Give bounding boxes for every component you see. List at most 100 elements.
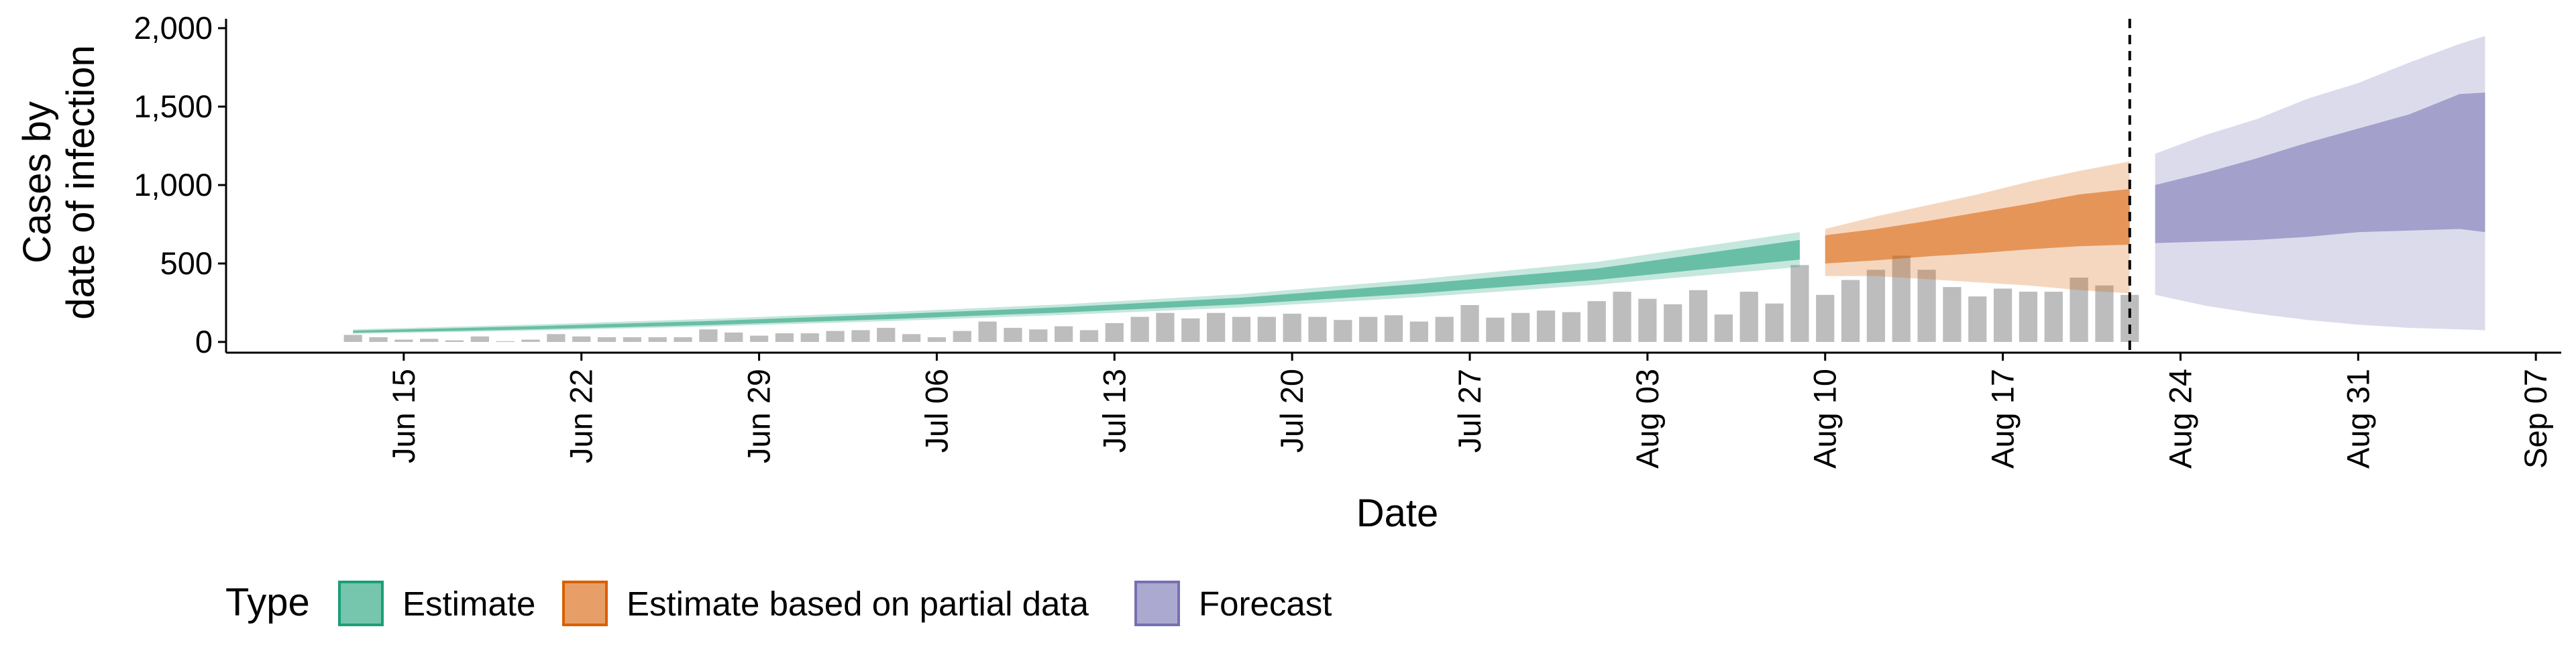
reported-cases-bar <box>1283 313 1301 342</box>
reported-cases-bar <box>1384 315 1403 342</box>
series-1-inner-band <box>1825 188 2130 263</box>
reported-cases-bar <box>572 336 591 342</box>
reported-cases-bar <box>1536 310 1556 342</box>
x-tick-label: Aug 17 <box>1985 369 2021 469</box>
reported-cases-bar <box>2121 294 2139 342</box>
reported-cases-bar <box>877 327 896 342</box>
y-axis-title-line-1: Cases by <box>15 101 59 263</box>
reported-cases-bar <box>826 331 845 342</box>
reported-cases-bar <box>1029 329 1048 342</box>
y-tick-label: 500 <box>160 245 213 281</box>
y-tick-label: 0 <box>195 324 213 359</box>
reported-cases-bar <box>1587 301 1606 342</box>
legend-swatch <box>1134 581 1180 626</box>
reported-cases-bar <box>1435 316 1454 342</box>
reported-cases-bar <box>2070 278 2088 342</box>
reported-cases-bar <box>1207 312 1226 342</box>
reported-cases-bar <box>1181 318 1200 342</box>
x-tick-label: Jun 15 <box>386 369 421 463</box>
reported-cases-bar <box>648 337 667 342</box>
reported-cases-bar <box>1105 322 1124 342</box>
x-axis-ticks: Jun 15 Jun 22 Jun 29 Jul 06 Jul 13 Jul 20 Jul … <box>386 353 2553 469</box>
reported-cases-bar <box>1308 316 1327 342</box>
reported-cases-bar <box>394 339 413 342</box>
y-tick-label: 1,500 <box>133 89 213 124</box>
series-2-inner-band <box>2155 92 2485 243</box>
reported-cases-bar <box>1688 290 1708 342</box>
reported-cases-bar <box>775 333 794 342</box>
reported-cases-bar <box>1613 292 1631 342</box>
x-tick-label: Jul 13 <box>1096 369 1132 453</box>
y-axis-ticks: 0 500 1,000 1,500 2,000 <box>133 10 226 359</box>
x-tick-label: Jun 29 <box>741 369 777 463</box>
reported-cases-bar <box>902 334 921 342</box>
reported-cases-bar <box>1993 288 2012 342</box>
reported-cases-bar <box>724 332 743 342</box>
x-tick-label: Jun 22 <box>564 369 599 463</box>
reported-cases-bar <box>343 335 362 342</box>
reported-cases-bar <box>1334 320 1352 342</box>
reported-cases-bar <box>1638 298 1657 342</box>
reported-cases-bar <box>1562 312 1580 342</box>
reported-cases-bar <box>1714 314 1733 342</box>
reported-cases-bar <box>1765 303 1784 342</box>
legend-label: Estimate based on partial data <box>627 585 1089 623</box>
legend-item: Estimate based on partial data <box>562 581 1089 626</box>
y-tick-label: 1,000 <box>133 167 213 202</box>
reported-cases-bar <box>597 337 616 342</box>
reported-cases-bar <box>2044 292 2063 342</box>
reported-cases-bar <box>1739 292 1758 342</box>
reported-cases-bar <box>1486 317 1505 342</box>
reported-cases-bar <box>851 330 870 342</box>
legend-swatch <box>338 581 384 626</box>
reported-cases-bar <box>1917 270 1936 342</box>
legend-label: Forecast <box>1199 585 1332 623</box>
x-tick-label: Aug 31 <box>2340 369 2375 469</box>
x-tick-label: Aug 03 <box>1629 369 1665 469</box>
x-axis-title: Date <box>1356 491 1439 535</box>
axes: 0 500 1,000 1,500 2,000 Jun 15 Jun 22 Jun 29 Ju… <box>133 10 2561 469</box>
y-tick-label: 2,000 <box>133 10 213 46</box>
legend-items: Estimate Estimate based on partial data Fo… <box>338 581 1332 626</box>
reported-cases-bar <box>927 337 947 342</box>
reported-cases-bar <box>445 340 464 342</box>
reported-cases-bar <box>623 337 642 342</box>
reported-cases-bar <box>1664 304 1682 342</box>
reported-cases-bar <box>1130 316 1149 342</box>
reported-cases-bar <box>1866 270 1886 342</box>
reported-cases-bar <box>547 334 566 342</box>
legend-swatch <box>562 581 608 626</box>
legend-label: Estimate <box>402 585 535 623</box>
reported-cases-bar <box>800 333 819 342</box>
reported-cases-bar <box>1841 280 1860 342</box>
series-0-outer-band <box>353 232 1800 334</box>
reported-cases-bar <box>420 339 439 342</box>
x-tick-label: Jul 06 <box>918 369 954 453</box>
y-axis-title: Cases by date of infection <box>15 45 103 320</box>
reported-cases-bar <box>1943 287 1962 342</box>
y-axis-title-line-2: date of infection <box>59 45 103 320</box>
reported-cases-bar <box>749 335 769 342</box>
legend: Type Estimate Estimate based on partial d… <box>225 581 1332 626</box>
legend-item: Forecast <box>1134 581 1332 626</box>
legend-title: Type <box>225 581 310 624</box>
x-tick-label: Aug 10 <box>1807 369 1843 469</box>
reported-cases-bar <box>470 336 489 342</box>
reported-cases-bar <box>2095 285 2114 342</box>
series-0-inner-band <box>353 239 1800 333</box>
reported-cases-bar <box>674 337 692 342</box>
reported-cases-bar <box>1816 294 1835 342</box>
x-tick-label: Aug 24 <box>2162 369 2198 469</box>
reported-cases-bar <box>1232 316 1251 342</box>
reported-cases-bar <box>953 331 971 342</box>
reported-cases-bar <box>369 337 388 342</box>
reported-cases-bar <box>699 329 718 342</box>
reported-cases-bar <box>1257 316 1276 342</box>
legend-item: Estimate <box>338 581 535 626</box>
reported-cases-bar <box>1409 321 1428 342</box>
x-tick-label: Sep 07 <box>2518 369 2553 469</box>
reported-cases-bar <box>496 341 515 342</box>
reported-cases-bar <box>1790 265 1809 342</box>
